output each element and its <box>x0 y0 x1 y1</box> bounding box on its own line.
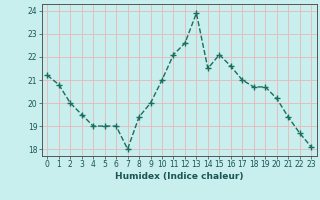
X-axis label: Humidex (Indice chaleur): Humidex (Indice chaleur) <box>115 172 244 181</box>
